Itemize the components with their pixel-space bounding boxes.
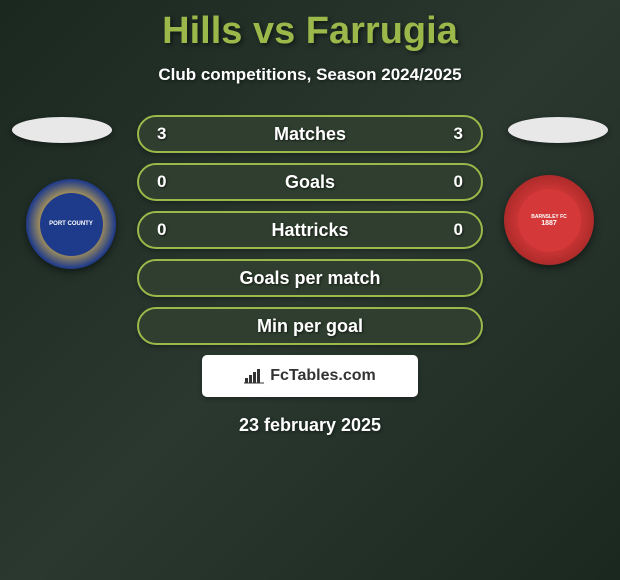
club-badge-left-inner: PORT COUNTY bbox=[40, 193, 103, 256]
watermark: FcTables.com bbox=[202, 355, 418, 397]
stat-left-value: 0 bbox=[157, 172, 177, 192]
stat-left-value: 0 bbox=[157, 220, 177, 240]
subtitle: Club competitions, Season 2024/2025 bbox=[0, 65, 620, 85]
chart-icon bbox=[244, 368, 264, 384]
club-badge-right: BARNSLEY FC 1887 bbox=[504, 175, 594, 265]
page-title: Hills vs Farrugia bbox=[0, 0, 620, 53]
stat-label: Matches bbox=[177, 124, 443, 145]
player-photo-left bbox=[12, 117, 112, 143]
stat-left-value: 3 bbox=[157, 124, 177, 144]
watermark-text: FcTables.com bbox=[270, 367, 376, 385]
stats-container: 3 Matches 3 0 Goals 0 0 Hattricks 0 Goal… bbox=[137, 115, 483, 345]
club-badge-left: PORT COUNTY bbox=[26, 179, 116, 269]
stat-row-min-per-goal: Min per goal bbox=[137, 307, 483, 345]
stat-row-matches: 3 Matches 3 bbox=[137, 115, 483, 153]
content-area: PORT COUNTY BARNSLEY FC 1887 3 Matches 3… bbox=[0, 115, 620, 436]
player-photo-right bbox=[508, 117, 608, 143]
stat-label: Goals per match bbox=[177, 268, 443, 289]
stat-row-goals: 0 Goals 0 bbox=[137, 163, 483, 201]
stat-right-value: 0 bbox=[443, 172, 463, 192]
stat-label: Goals bbox=[177, 172, 443, 193]
stat-right-value: 0 bbox=[443, 220, 463, 240]
club-left-short: PORT COUNTY bbox=[49, 221, 93, 227]
stat-row-hattricks: 0 Hattricks 0 bbox=[137, 211, 483, 249]
stat-label: Hattricks bbox=[177, 220, 443, 241]
stat-row-goals-per-match: Goals per match bbox=[137, 259, 483, 297]
date-text: 23 february 2025 bbox=[0, 415, 620, 436]
club-right-year: 1887 bbox=[541, 220, 557, 227]
club-badge-right-inner: BARNSLEY FC 1887 bbox=[518, 189, 581, 252]
stat-right-value: 3 bbox=[443, 124, 463, 144]
stat-label: Min per goal bbox=[177, 316, 443, 337]
